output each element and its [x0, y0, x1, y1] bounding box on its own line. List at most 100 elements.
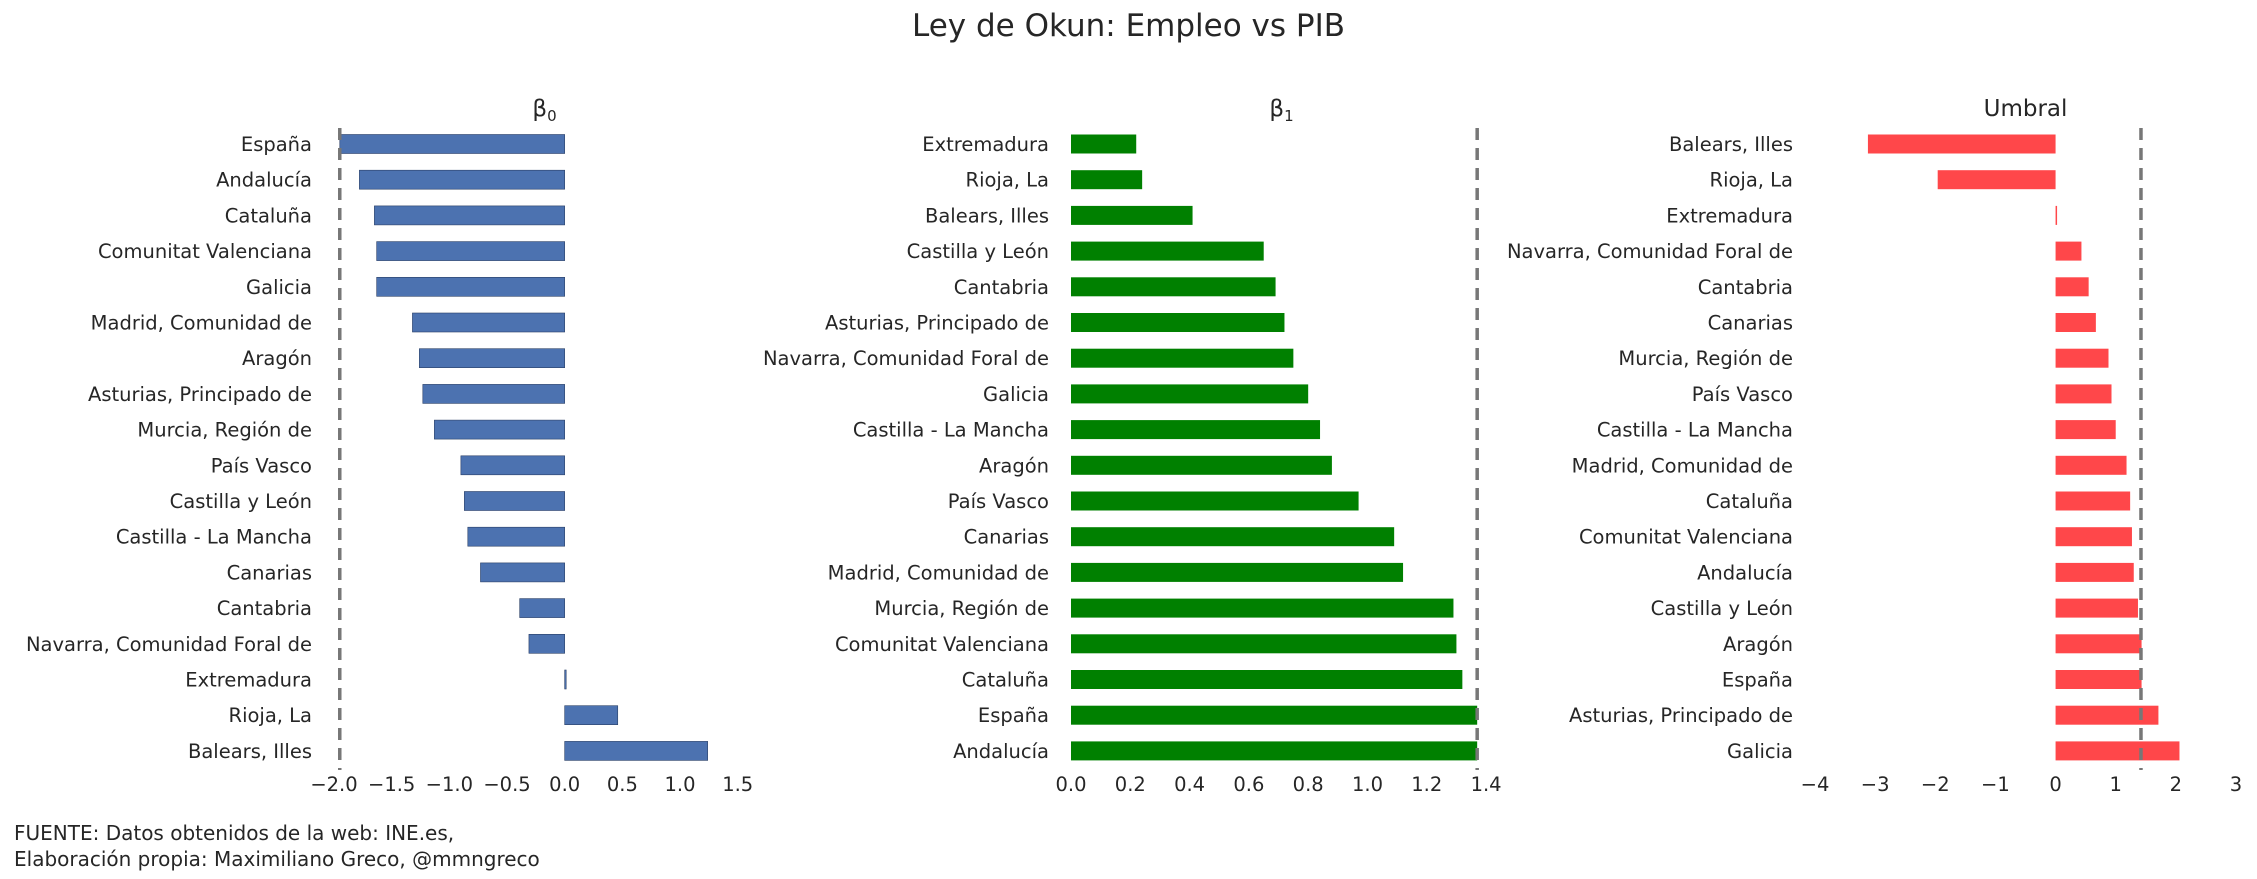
category-label: Canarias [964, 526, 1049, 549]
x-tick-label: −4 [1801, 773, 1830, 796]
category-label: Galicia [1727, 740, 1793, 763]
category-label: Navarra, Comunidad Foral de [1507, 240, 1793, 263]
x-tick-label: 0 [2049, 773, 2061, 796]
bar [2055, 634, 2142, 654]
bar [374, 205, 565, 226]
bar [2055, 348, 2109, 368]
bar [1071, 348, 1294, 368]
bar [1071, 741, 1478, 761]
x-tick-label: 0.5 [607, 773, 638, 796]
footer-source: FUENTE: Datos obtenidos de la web: INE.e… [14, 821, 455, 845]
bar [1071, 420, 1321, 440]
x-tick-label: 2 [2170, 773, 2182, 796]
category-label: Andalucía [216, 169, 312, 192]
bar [1071, 634, 1457, 654]
x-tick-label: 1.5 [722, 773, 753, 796]
x-tick-label: 0.6 [1233, 773, 1264, 796]
bar [2055, 562, 2134, 582]
panel-title: β1 [1269, 96, 1293, 125]
bar [419, 348, 565, 369]
category-label: Castilla - La Mancha [853, 419, 1049, 442]
category-label: Balears, Illes [925, 204, 1049, 227]
category-label: Murcia, Región de [1618, 347, 1793, 370]
category-label: Balears, Illes [1669, 133, 1793, 156]
bar [1071, 562, 1404, 582]
bar [480, 562, 565, 583]
bar [464, 491, 565, 511]
panel-title: β0 [532, 96, 556, 125]
x-tick-label: 1.2 [1411, 773, 1442, 796]
bar [2055, 313, 2096, 332]
category-label: Andalucía [1697, 561, 1793, 584]
bar [467, 526, 565, 547]
category-label: Balears, Illes [188, 740, 312, 763]
bar [528, 633, 565, 654]
bar [2055, 241, 2082, 261]
bar [564, 741, 709, 761]
bar [460, 455, 565, 476]
x-tick-label: 1.0 [665, 773, 696, 796]
bar [2055, 277, 2089, 297]
x-tick-label: 1 [2110, 773, 2122, 796]
bar [1071, 384, 1309, 404]
category-label: Madrid, Comunidad de [91, 312, 312, 335]
bar [339, 134, 565, 154]
x-tick-label: −2.0 [310, 773, 357, 796]
x-tick-label: 1.4 [1471, 773, 1502, 796]
x-tick-label: 0.0 [549, 773, 580, 796]
bar [1071, 277, 1276, 297]
x-tick-label: −1.5 [368, 773, 415, 796]
x-tick-label: 0.4 [1174, 773, 1205, 796]
category-label: País Vasco [211, 454, 312, 477]
bar [1867, 134, 2056, 154]
category-label: Galicia [983, 383, 1049, 406]
category-label: País Vasco [1692, 383, 1793, 406]
x-tick-label: −3 [1861, 773, 1890, 796]
bar [2055, 384, 2112, 404]
category-label: Andalucía [953, 740, 1049, 763]
x-tick-label: 3 [2230, 773, 2242, 796]
panel-title: Umbral [1984, 96, 2068, 122]
panel-3: Umbral Balears, Illes Rioja, La Extremadura… [1507, 96, 2242, 796]
category-label: Extremadura [185, 669, 312, 692]
category-label: Madrid, Comunidad de [828, 561, 1049, 584]
x-tick-label: 1.0 [1352, 773, 1383, 796]
x-tick-label: 0.2 [1115, 773, 1146, 796]
category-label: Castilla y León [170, 490, 312, 513]
category-label: Aragón [1723, 633, 1793, 656]
panel-1: β0 España Andalucía Cataluña Comunitat Valen… [26, 96, 753, 796]
bar [2055, 420, 2116, 440]
x-tick-label: −2 [1921, 773, 1950, 796]
footer: FUENTE: Datos obtenidos de la web: INE.e… [14, 820, 540, 872]
bar [376, 241, 565, 261]
category-label: Comunitat Valenciana [835, 633, 1049, 656]
bar [422, 384, 565, 404]
footer-author: Elaboración propia: Maximiliano Greco, @… [14, 847, 540, 871]
category-label: Castilla - La Mancha [116, 526, 312, 549]
category-label: Extremadura [922, 133, 1049, 156]
x-tick-label: −1 [1981, 773, 2010, 796]
bar [2055, 455, 2127, 475]
bar [2055, 205, 2058, 225]
bar [1071, 527, 1395, 547]
bar [2055, 705, 2159, 725]
category-label: Aragón [979, 454, 1049, 477]
bar [519, 598, 565, 618]
bar [1071, 170, 1143, 190]
category-label: España [978, 704, 1049, 727]
bar [1071, 598, 1454, 618]
category-label: Cataluña [962, 669, 1049, 692]
category-label: Murcia, Región de [874, 597, 1049, 620]
bar [2055, 598, 2138, 618]
category-label: Castilla - La Mancha [1597, 419, 1793, 442]
category-label: Extremadura [1666, 204, 1793, 227]
x-tick-label: −0.5 [483, 773, 530, 796]
bar [359, 169, 565, 190]
category-label: Navarra, Comunidad Foral de [26, 633, 312, 656]
category-label: Asturias, Principado de [1569, 704, 1793, 727]
bar [564, 705, 619, 726]
bar [434, 419, 565, 440]
x-tick-label: 0.0 [1055, 773, 1086, 796]
x-tick-label: 0.8 [1293, 773, 1324, 796]
category-label: Asturias, Principado de [88, 383, 312, 406]
